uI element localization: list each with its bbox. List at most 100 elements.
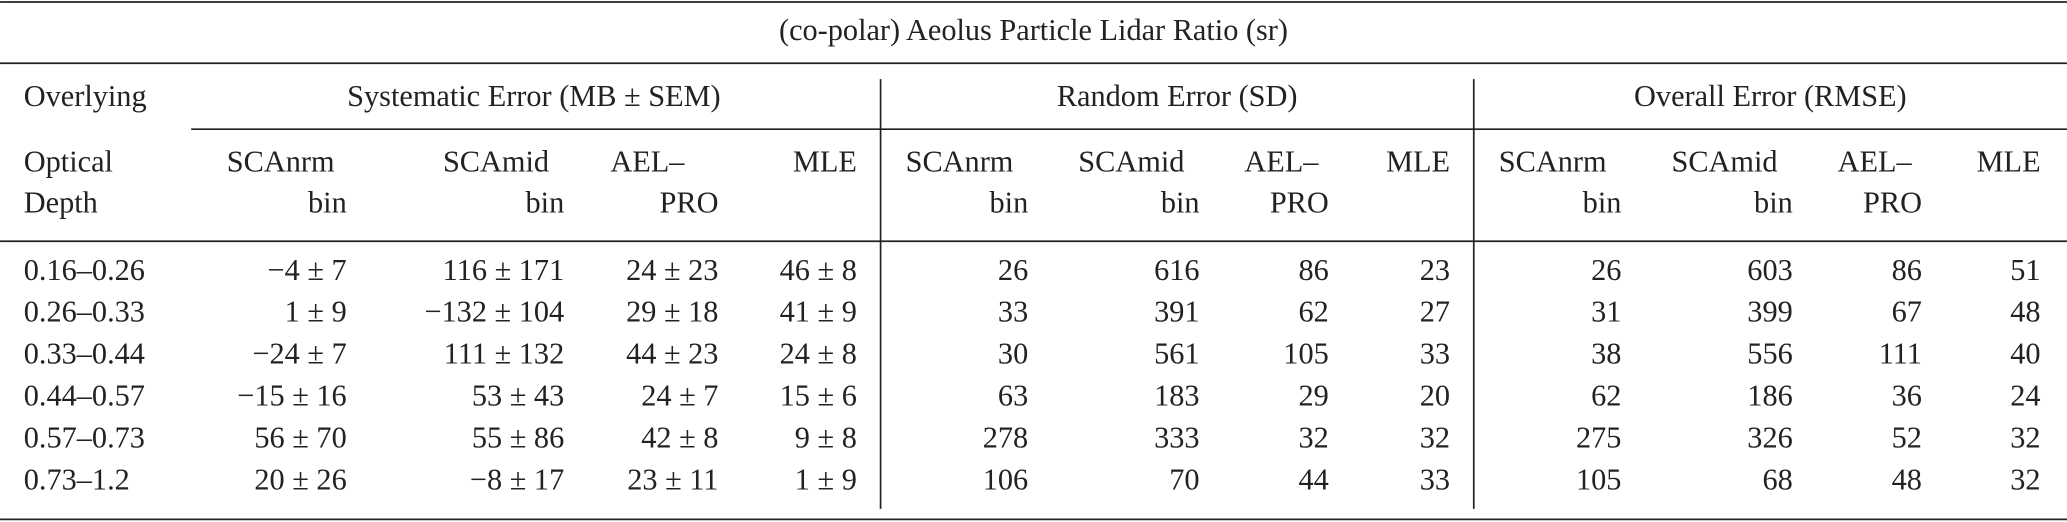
cell: 111 — [1879, 337, 1922, 371]
cell: 67 — [1892, 295, 1922, 329]
cell: 111 ± 132 — [444, 337, 564, 371]
cell: 29 ± 18 — [626, 295, 718, 329]
cell: 52 — [1892, 420, 1922, 454]
cell: 24 ± 7 — [641, 379, 718, 413]
cell: −8 ± 17 — [470, 462, 564, 496]
column-header: MLE — [793, 145, 857, 179]
cell: −24 ± 7 — [252, 337, 346, 371]
column-header: bin — [1754, 186, 1793, 220]
column-header: PRO — [1863, 186, 1922, 220]
cell: 556 — [1747, 337, 1792, 371]
cell: 56 ± 70 — [254, 420, 346, 454]
cell: 603 — [1747, 253, 1792, 287]
row-label: 0.16–0.26 — [24, 253, 145, 287]
column-header: bin — [526, 186, 565, 220]
column-header: SCAnrm — [906, 145, 1014, 179]
column-header: SCAmid — [1078, 145, 1184, 179]
stub-header: Overlying — [24, 79, 147, 113]
table-title: (co-polar) Aeolus Particle Lidar Ratio (… — [779, 13, 1288, 47]
cell: 70 — [1169, 462, 1199, 496]
cell: 278 — [983, 420, 1028, 454]
group-header: Systematic Error (MB ± SEM) — [347, 79, 720, 113]
cell: 51 — [2010, 253, 2040, 287]
cell: 86 — [1892, 253, 1922, 287]
cell: 616 — [1154, 253, 1199, 287]
column-header: SCAnrm — [1499, 145, 1607, 179]
group-header: Random Error (SD) — [1057, 79, 1298, 113]
cell: 27 — [1420, 295, 1450, 329]
cell: 86 — [1298, 253, 1328, 287]
cell: 23 ± 11 — [627, 462, 718, 496]
column-header: bin — [990, 186, 1029, 220]
column-header: MLE — [1977, 145, 2041, 179]
cell: 32 — [1298, 420, 1328, 454]
cell: 186 — [1747, 379, 1792, 413]
cell: 40 — [2010, 337, 2040, 371]
cell: 105 — [1283, 337, 1328, 371]
cell: 38 — [1591, 337, 1621, 371]
cell: 561 — [1154, 337, 1199, 371]
cell: −4 ± 7 — [268, 253, 347, 287]
cell: 63 — [998, 379, 1028, 413]
cell: 48 — [2010, 295, 2040, 329]
cell: 32 — [2010, 420, 2040, 454]
cell: 20 — [1420, 379, 1450, 413]
column-header: bin — [1583, 186, 1622, 220]
cell: 55 ± 86 — [472, 420, 564, 454]
cell: 183 — [1154, 379, 1199, 413]
column-header: bin — [308, 186, 347, 220]
row-label: 0.26–0.33 — [24, 295, 145, 329]
cell: 46 ± 8 — [780, 253, 857, 287]
cell: 53 ± 43 — [472, 379, 564, 413]
cell: 32 — [1420, 420, 1450, 454]
cell: 24 ± 8 — [780, 337, 857, 371]
column-header: SCAmid — [443, 145, 549, 179]
cell: 24 ± 23 — [626, 253, 718, 287]
row-label: 0.44–0.57 — [24, 379, 145, 413]
row-label: 0.73–1.2 — [24, 462, 130, 496]
cell: 106 — [983, 462, 1028, 496]
column-header: bin — [1161, 186, 1200, 220]
cell: 1 ± 9 — [285, 295, 347, 329]
cell: 326 — [1747, 420, 1792, 454]
column-header: MLE — [1386, 145, 1450, 179]
cell: 24 — [2010, 379, 2040, 413]
cell: 68 — [1762, 462, 1792, 496]
group-header: Overall Error (RMSE) — [1634, 79, 1907, 113]
row-label: 0.57–0.73 — [24, 420, 145, 454]
cell: 41 ± 9 — [780, 295, 857, 329]
cell: 20 ± 26 — [254, 462, 346, 496]
cell: 33 — [998, 295, 1028, 329]
cell: 62 — [1591, 379, 1621, 413]
cell: 391 — [1154, 295, 1199, 329]
cell: 33 — [1420, 337, 1450, 371]
column-header: AEL– — [1244, 145, 1319, 179]
column-header: SCAnrm — [227, 145, 335, 179]
cell: −15 ± 16 — [237, 379, 346, 413]
cell: 26 — [1591, 253, 1621, 287]
cell: 275 — [1576, 420, 1621, 454]
cell: 29 — [1298, 379, 1328, 413]
stub-header: Optical — [24, 145, 113, 179]
cell: 26 — [998, 253, 1028, 287]
column-header: PRO — [660, 186, 719, 220]
column-header: PRO — [1270, 186, 1329, 220]
cell: 44 — [1298, 462, 1328, 496]
stub-header: Depth — [24, 186, 98, 220]
cell: 9 ± 8 — [795, 420, 857, 454]
cell: 116 ± 171 — [443, 253, 565, 287]
cell: 105 — [1576, 462, 1621, 496]
cell: 399 — [1747, 295, 1792, 329]
column-header: AEL– — [1838, 145, 1913, 179]
cell: 30 — [998, 337, 1028, 371]
cell: 48 — [1892, 462, 1922, 496]
row-label: 0.33–0.44 — [24, 337, 145, 371]
cell: 32 — [2010, 462, 2040, 496]
cell: 31 — [1591, 295, 1621, 329]
cell: 333 — [1154, 420, 1199, 454]
cell: 23 — [1420, 253, 1450, 287]
cell: 33 — [1420, 462, 1450, 496]
column-header: SCAmid — [1672, 145, 1778, 179]
